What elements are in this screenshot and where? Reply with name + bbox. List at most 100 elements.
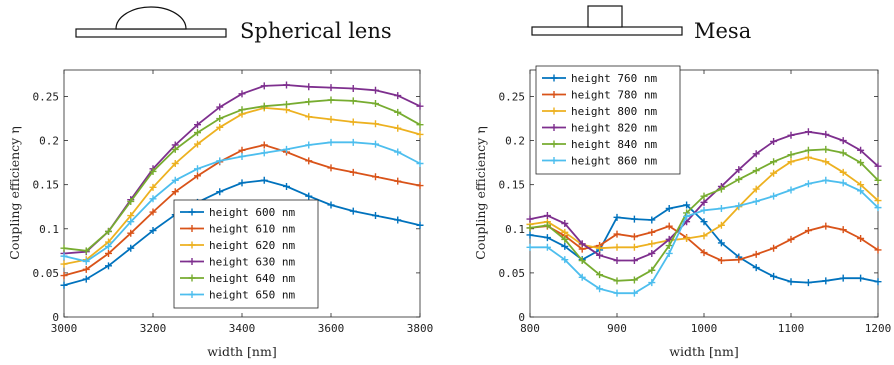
data-point [305, 141, 313, 149]
legend-item: height 650 nm [180, 289, 295, 302]
legend-label: height 820 nm [571, 122, 657, 135]
x-axis-label-right: width [nm] [669, 344, 738, 359]
y-tick-label: 0.05 [499, 267, 526, 280]
y-tick-label: 0.2 [39, 135, 59, 148]
data-point [305, 83, 313, 91]
y-tick-label: 0.15 [499, 179, 526, 192]
data-point [735, 166, 743, 174]
data-point [349, 138, 357, 146]
data-point [105, 249, 112, 257]
legend-item: height 820 nm [542, 122, 657, 135]
data-point [216, 103, 224, 111]
legend-marker [188, 241, 196, 249]
data-point [839, 226, 847, 234]
legend-marker [550, 124, 558, 131]
data-point [700, 249, 708, 257]
data-point [238, 179, 246, 187]
data-point [238, 106, 246, 114]
data-point [770, 137, 778, 145]
x-tick-label: 3200 [140, 322, 167, 335]
data-point [839, 274, 847, 282]
legend-marker [188, 225, 196, 232]
data-point [543, 212, 551, 220]
data-point [327, 84, 335, 92]
data-point [194, 129, 201, 137]
legend-label: height 780 nm [571, 89, 657, 102]
data-point [327, 138, 335, 146]
data-point [260, 141, 268, 149]
data-point [630, 276, 638, 284]
legend-right: height 760 nm height 780 nm height 800 nm h… [535, 65, 681, 175]
data-point [839, 137, 847, 145]
data-point [171, 176, 179, 184]
data-point [857, 234, 865, 242]
data-point [857, 159, 865, 167]
data-point [216, 123, 224, 131]
data-point [874, 278, 882, 286]
data-point [717, 257, 725, 265]
data-point [700, 206, 708, 214]
y-tick-label: 0.1 [39, 223, 59, 236]
data-point [822, 145, 830, 153]
data-point [770, 169, 778, 177]
legend-marker [550, 91, 558, 98]
data-point [561, 256, 569, 264]
legend-label: height 620 nm [209, 239, 295, 252]
data-point [416, 160, 424, 168]
data-point [770, 192, 778, 200]
data-point [394, 108, 402, 116]
data-point [752, 185, 760, 193]
x-tick-label: 900 [607, 322, 627, 335]
data-point [372, 120, 379, 128]
legend-marker [188, 258, 196, 265]
data-point [105, 242, 112, 250]
data-point [648, 279, 656, 287]
legend-marker [550, 140, 558, 148]
data-point [349, 118, 357, 126]
chart-left: Spherical lens 3000 3200 3400 3600 3800 0 0.05… [7, 6, 434, 359]
legend-item: height 840 nm [542, 138, 657, 151]
data-point [822, 158, 830, 166]
series-6 [60, 138, 424, 265]
data-point [787, 158, 795, 166]
data-point [194, 140, 201, 148]
data-point [60, 252, 68, 260]
data-point [735, 202, 743, 210]
x-tick-label: 3400 [229, 322, 256, 335]
data-point [216, 188, 224, 196]
data-point [260, 149, 268, 157]
data-point [874, 204, 882, 212]
data-point [82, 247, 90, 255]
data-point [717, 221, 725, 229]
data-point [857, 187, 865, 195]
data-point [416, 121, 424, 129]
x-tick-label: 800 [520, 322, 540, 335]
data-point [596, 251, 604, 259]
data-point [613, 257, 621, 265]
data-point [60, 272, 68, 280]
data-point [822, 277, 830, 285]
data-point [327, 96, 335, 104]
series-3 [60, 104, 424, 268]
data-point [822, 130, 830, 138]
y-tick-label: 0.25 [499, 90, 526, 103]
data-point [238, 90, 246, 98]
data-point [752, 150, 760, 158]
y-axis-label-right: Coupling efficiency η [473, 126, 488, 259]
data-point [752, 264, 760, 272]
data-point [665, 222, 673, 230]
legend-item: height 800 nm [542, 105, 657, 118]
data-point [526, 224, 534, 232]
data-point [596, 285, 604, 293]
data-point [822, 176, 830, 184]
data-point [82, 275, 90, 283]
data-point [648, 216, 656, 224]
data-point [394, 92, 402, 100]
x-tick-label: 3800 [407, 322, 434, 335]
data-point [394, 177, 402, 185]
data-point [787, 151, 795, 159]
y-axis-label-left: Coupling efficiency η [7, 126, 22, 259]
data-point [735, 256, 743, 264]
data-point [770, 158, 778, 166]
data-point [349, 168, 357, 176]
